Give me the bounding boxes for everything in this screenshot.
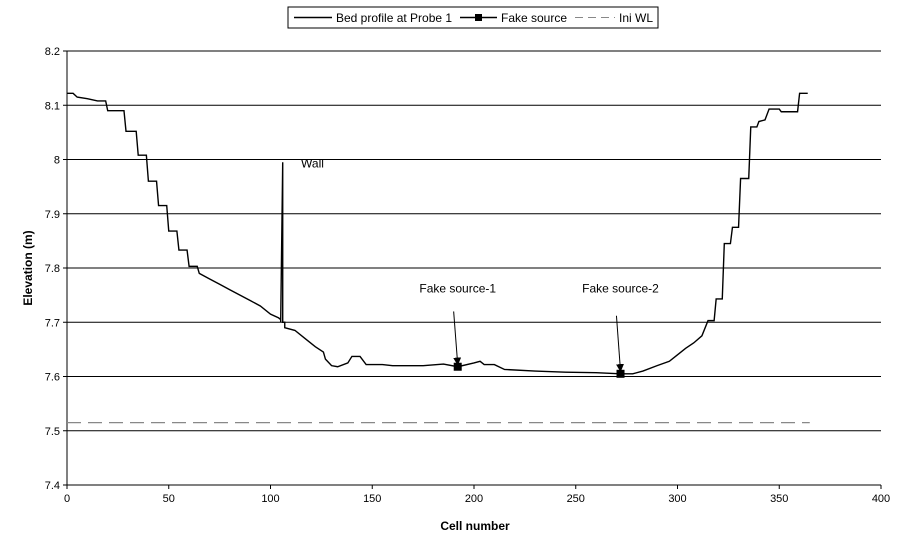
x-tick-label: 300 (668, 493, 686, 505)
y-tick-label: 8.1 (45, 100, 60, 112)
legend-label-bed-profile: Bed profile at Probe 1 (336, 11, 452, 25)
x-tick-label: 250 (567, 493, 585, 505)
x-tick-label: 350 (770, 493, 788, 505)
bed-profile-line (67, 92, 808, 375)
y-tick-label: 8 (54, 155, 60, 167)
legend-label-fake-source: Fake source (501, 11, 567, 25)
series (67, 92, 810, 424)
annotation-label: Fake source-1 (419, 281, 496, 295)
x-tick-label: 100 (261, 493, 279, 505)
x-tick-label: 150 (363, 493, 381, 505)
x-tick-label: 200 (465, 493, 483, 505)
fake-source-marker (616, 369, 625, 378)
y-axis-title: Elevation (m) (21, 230, 35, 305)
annotation-arrow (615, 315, 624, 373)
annotations: Wall Fake source-1 Fake source-2 (301, 157, 659, 373)
y-tick-label: 7.6 (45, 372, 60, 384)
grid-lines (67, 50, 881, 432)
legend-label-ini-wl: Ini WL (619, 11, 653, 25)
x-tick-label: 0 (64, 493, 70, 505)
fake-source-marker (453, 362, 462, 371)
x-axis-title: Cell number (440, 519, 510, 533)
y-tick-label: 8.2 (45, 46, 60, 58)
x-tick-label: 50 (163, 493, 175, 505)
y-tick-label: 7.7 (45, 317, 60, 329)
annotation-label: Wall (301, 157, 324, 171)
y-tick-label: 7.5 (45, 426, 60, 438)
legend-marker-fake-source (475, 14, 482, 21)
y-tick-label: 7.8 (45, 263, 60, 275)
axes: 7.4 7.5 7.6 7.7 7.8 7.9 8 8.1 8.2 0 50 100 150 200 250… (45, 46, 890, 505)
x-tick-label: 400 (872, 493, 890, 505)
annotation-label: Fake source-2 (582, 281, 659, 295)
annotation-arrow (453, 311, 462, 366)
legend: Bed profile at Probe 1 Fake source Ini W… (287, 6, 659, 29)
y-tick-label: 7.4 (45, 480, 60, 492)
y-tick-label: 7.9 (45, 209, 60, 221)
